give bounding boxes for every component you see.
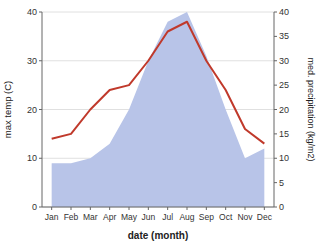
x-tick-label: Dec [257, 212, 273, 222]
y-tick [39, 60, 42, 61]
x-tick-label: Aug [179, 212, 194, 222]
grid-line [42, 207, 274, 208]
x-tick [71, 207, 72, 210]
y-tick-label: 40 [27, 7, 37, 17]
y2-tick-label: 0 [279, 202, 284, 212]
y-tick [39, 207, 42, 208]
y-axis-label: max temp (C) [2, 81, 13, 139]
axes: Jan Feb Mar Apr MayJun Jul Aug Sep Oct Nov Dec 0 10 2… [27, 7, 289, 222]
y2-tick [274, 158, 277, 159]
temp-line [52, 22, 265, 144]
y2-tick-label: 5 [279, 178, 284, 188]
x-tick [187, 207, 188, 210]
y2-tick-label: 25 [279, 80, 289, 90]
x-tick [245, 207, 246, 210]
x-tick [206, 207, 207, 210]
y-tick-label: 20 [27, 105, 37, 115]
y2-axis-label: med. precipitation (kg/m2) [306, 57, 316, 161]
x-tick [264, 207, 265, 210]
x-tick [129, 207, 130, 210]
y-tick [39, 158, 42, 159]
x-tick-label: Oct [219, 212, 233, 222]
y2-tick [274, 133, 277, 134]
y2-tick [274, 12, 277, 13]
y-tick [39, 12, 42, 13]
chart: Jan Feb Mar Apr MayJun Jul Aug Sep Oct Nov Dec 0 10 2… [0, 0, 318, 247]
y2-tick [274, 60, 277, 61]
y2-tick-label: 30 [279, 56, 289, 66]
x-tick [225, 207, 226, 210]
y2-tick [274, 182, 277, 183]
x-tick-label: Jul [162, 212, 173, 222]
precip-area [52, 12, 265, 207]
chart-container: Jan Feb Mar Apr MayJun Jul Aug Sep Oct Nov Dec 0 10 2… [0, 0, 318, 247]
x-axis-label: date (month) [128, 230, 189, 241]
x-tick-label: Nov [237, 212, 253, 222]
x-tick-label: May [121, 212, 138, 222]
grid-line [42, 12, 274, 13]
x-tick-label: Mar [83, 212, 98, 222]
y2-tick-label: 40 [279, 7, 289, 17]
x-tick [148, 207, 149, 210]
y2-tick-label: 20 [279, 105, 289, 115]
x-axis-line [42, 207, 274, 208]
y2-tick-label: 10 [279, 153, 289, 163]
x-tick-label: Apr [103, 212, 116, 222]
y-tick-label: 30 [27, 56, 37, 66]
x-tick-label: Jun [141, 212, 155, 222]
x-tick [109, 207, 110, 210]
x-tick [90, 207, 91, 210]
y-tick-label: 0 [32, 202, 37, 212]
y2-tick-label: 15 [279, 129, 289, 139]
plot-area [52, 12, 265, 207]
x-tick-label: Sep [199, 212, 214, 222]
x-tick-label: Jan [45, 212, 59, 222]
x-tick [51, 207, 52, 210]
grid [42, 12, 274, 207]
y-tick-label: 10 [27, 153, 37, 163]
x-tick-label: Feb [64, 212, 79, 222]
y2-tick [274, 109, 277, 110]
y2-tick-label: 35 [279, 31, 289, 41]
y-tick [39, 109, 42, 110]
y2-tick [274, 85, 277, 86]
y2-tick [274, 36, 277, 37]
y2-tick [274, 207, 277, 208]
x-tick [167, 207, 168, 210]
